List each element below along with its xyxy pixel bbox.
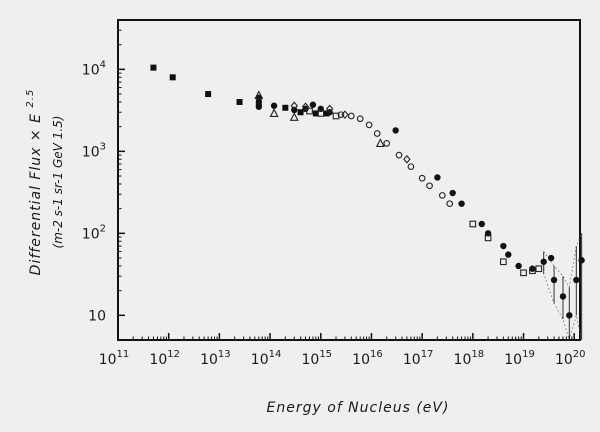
- open-circle-point: [383, 140, 391, 147]
- open-triangle-point: [289, 112, 299, 121]
- filled-circle-point: [505, 251, 512, 258]
- x-tick-label: 1013: [200, 349, 231, 368]
- filled-square-point: [255, 99, 262, 106]
- y-tick-label: 102: [82, 223, 106, 242]
- open-square-point: [500, 258, 507, 266]
- x-tick-label: 1019: [504, 349, 535, 368]
- open-square-point: [306, 107, 313, 115]
- open-square-point: [520, 269, 527, 277]
- open-circle-point: [446, 200, 454, 208]
- filled-circle-point: [270, 102, 278, 109]
- open-circle-point: [337, 111, 345, 119]
- filled-square-point: [205, 91, 212, 98]
- diamond-point: [290, 101, 298, 111]
- open-square-point: [332, 112, 340, 120]
- x-tick-label: 1017: [403, 349, 434, 368]
- x-tick-label: 1014: [251, 349, 282, 368]
- filled-square-point: [150, 64, 157, 71]
- filled-circle-point: [500, 242, 507, 250]
- filled-circle-point: [515, 262, 522, 270]
- y-axis-title-main: Differential Flux × E: [28, 113, 44, 275]
- diamond-point: [403, 154, 411, 164]
- y-tick-label: 103: [82, 141, 106, 160]
- y-tick-label: 10: [88, 308, 106, 324]
- open-circle-point: [347, 112, 355, 120]
- x-tick-label: 1012: [149, 349, 180, 368]
- open-triangle-point: [269, 108, 279, 117]
- x-tick-label: 1020: [555, 349, 586, 368]
- open-square-point: [484, 234, 492, 242]
- open-square-point: [529, 267, 536, 275]
- open-square-point: [535, 265, 543, 273]
- y-axis-title-exp: 2.5: [25, 89, 36, 108]
- filled-square-point: [312, 110, 319, 117]
- x-tick-label: 1015: [301, 349, 332, 368]
- filled-circle-point: [478, 220, 485, 228]
- filled-circle-point: [458, 200, 465, 207]
- diamond-point: [325, 104, 334, 114]
- filled-circle-point: [255, 103, 263, 110]
- x-axis-title: Energy of Nucleus (eV): [267, 400, 450, 416]
- open-square-point: [317, 110, 325, 117]
- filled-circle-point: [434, 174, 441, 181]
- diamond-point: [301, 102, 310, 112]
- open-triangle-point: [254, 90, 264, 100]
- x-tick-label: 1018: [454, 349, 485, 368]
- filled-circle-point: [392, 127, 399, 134]
- diamond-point: [341, 110, 349, 120]
- open-circle-point: [356, 115, 364, 123]
- open-circle-point: [365, 121, 373, 129]
- open-triangle-point: [375, 138, 385, 147]
- y-tick-label: 104: [82, 59, 106, 78]
- open-circle-point: [438, 192, 446, 199]
- open-square-point: [469, 220, 477, 228]
- filled-circle-point: [255, 94, 263, 101]
- open-circle-point: [426, 182, 433, 190]
- plot-frame: [117, 19, 581, 341]
- filled-square-point: [323, 110, 330, 117]
- filled-circle-point: [559, 293, 567, 300]
- filled-square-point: [297, 109, 304, 116]
- svg-text:Differential Flux × E: Differential Flux × E 2.5: [25, 89, 44, 276]
- filled-circle-point: [566, 312, 573, 319]
- filled-circle-point: [309, 101, 317, 108]
- y-axis-units: (m-2 s-1 sr-1 GeV 1.5): [51, 116, 65, 249]
- filled-square-point: [169, 74, 176, 81]
- x-tick-label: 1016: [352, 349, 383, 368]
- filled-circle-point: [540, 258, 547, 265]
- open-circle-point: [395, 151, 403, 159]
- data-marks: [150, 64, 585, 342]
- filled-circle-point: [449, 189, 456, 197]
- filled-circle-point: [550, 276, 558, 284]
- filled-square-point: [236, 98, 243, 105]
- filled-circle-point: [573, 276, 580, 284]
- open-circle-point: [407, 163, 415, 171]
- open-circle-point: [418, 174, 426, 182]
- filled-circle-point: [547, 254, 555, 262]
- filled-circle-point: [529, 265, 536, 272]
- x-tick-label: 1011: [99, 349, 130, 368]
- open-circle-point: [373, 130, 381, 137]
- axis-ticks: 1011 1012 1013 1014 1015 1016 1017 1018 1019 1020…: [82, 29, 586, 368]
- y-axis-title: Differential Flux × E 2.5 (m-2 s-1 sr-1 …: [25, 89, 65, 276]
- filled-circle-point: [578, 257, 585, 264]
- filled-square-point: [282, 104, 289, 111]
